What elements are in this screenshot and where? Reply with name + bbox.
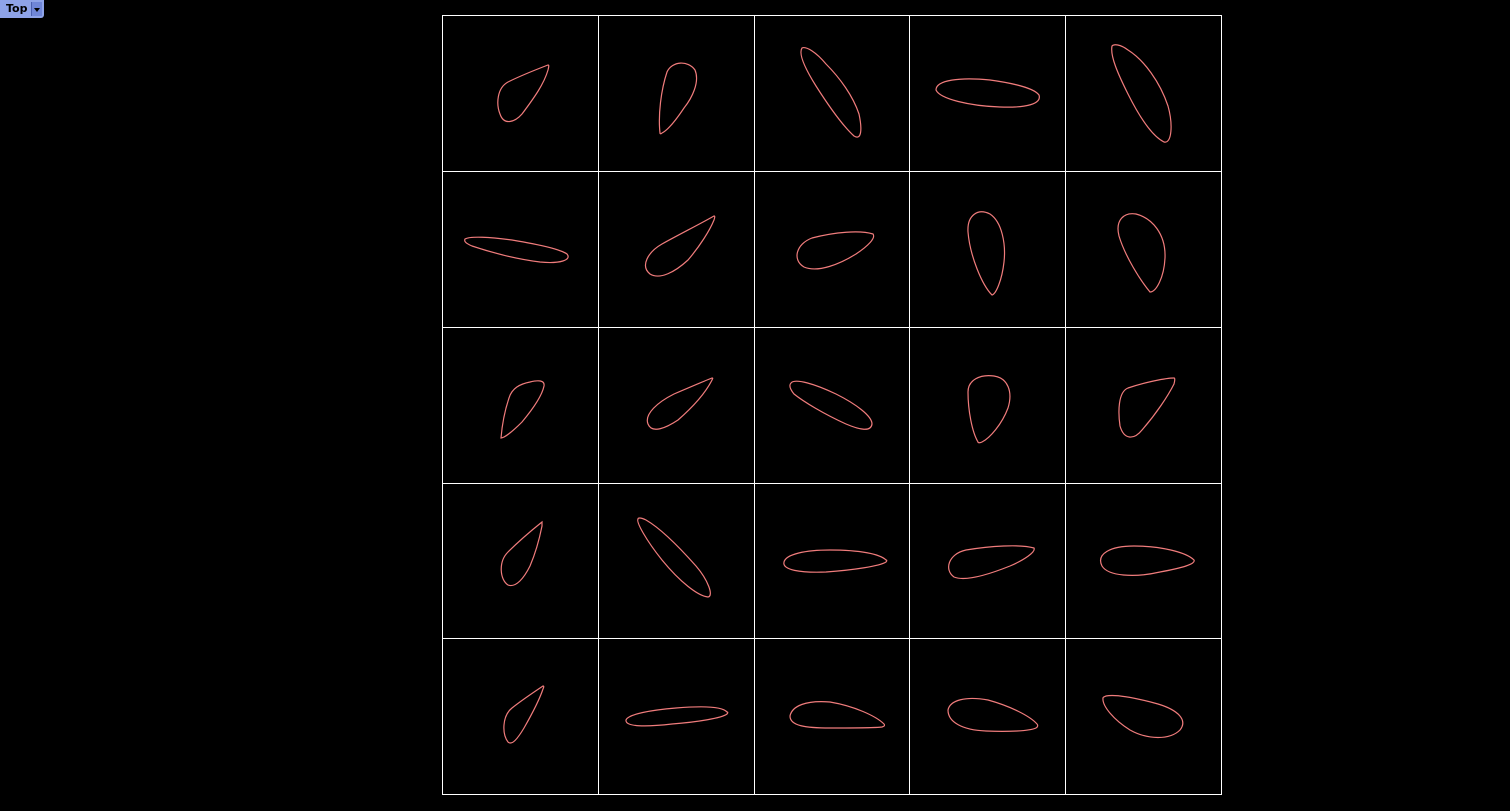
airfoil-curve <box>645 215 716 277</box>
viewport-title-tab[interactable]: Top <box>0 0 45 18</box>
airfoil-curve <box>646 377 714 430</box>
airfoil-curve <box>789 701 886 729</box>
airfoil-curve <box>464 236 569 264</box>
airfoil-curve <box>500 380 545 439</box>
airfoil-curve <box>789 380 873 430</box>
viewport-menu-button[interactable] <box>31 2 43 16</box>
airfoil-curve <box>967 211 1006 296</box>
airfoil-curve <box>1100 545 1195 576</box>
chevron-down-icon <box>34 8 41 12</box>
airfoil-curve <box>967 375 1011 444</box>
airfoil-curve <box>948 545 1035 580</box>
airfoil-curve <box>637 517 711 598</box>
airfoil-curve <box>783 549 888 573</box>
airfoil-curve <box>497 64 550 123</box>
airfoil-curve <box>796 231 875 270</box>
airfoil-curve <box>800 47 862 138</box>
airfoil-curves <box>464 44 1195 744</box>
airfoil-curve <box>1111 44 1172 143</box>
airfoil-curve <box>1102 694 1184 739</box>
airfoil-curve <box>625 706 729 727</box>
airfoil-curve <box>503 685 545 744</box>
grid-border <box>442 15 1222 795</box>
airfoil-curve <box>947 697 1039 732</box>
airfoil-curve <box>500 520 543 587</box>
viewport-title-label[interactable]: Top <box>6 2 28 15</box>
grid-lines <box>442 15 1222 795</box>
airfoil-curve <box>658 62 698 135</box>
airfoil-curve <box>1117 213 1166 293</box>
airfoil-curve <box>1118 377 1176 438</box>
airfoil-curve <box>935 78 1040 108</box>
